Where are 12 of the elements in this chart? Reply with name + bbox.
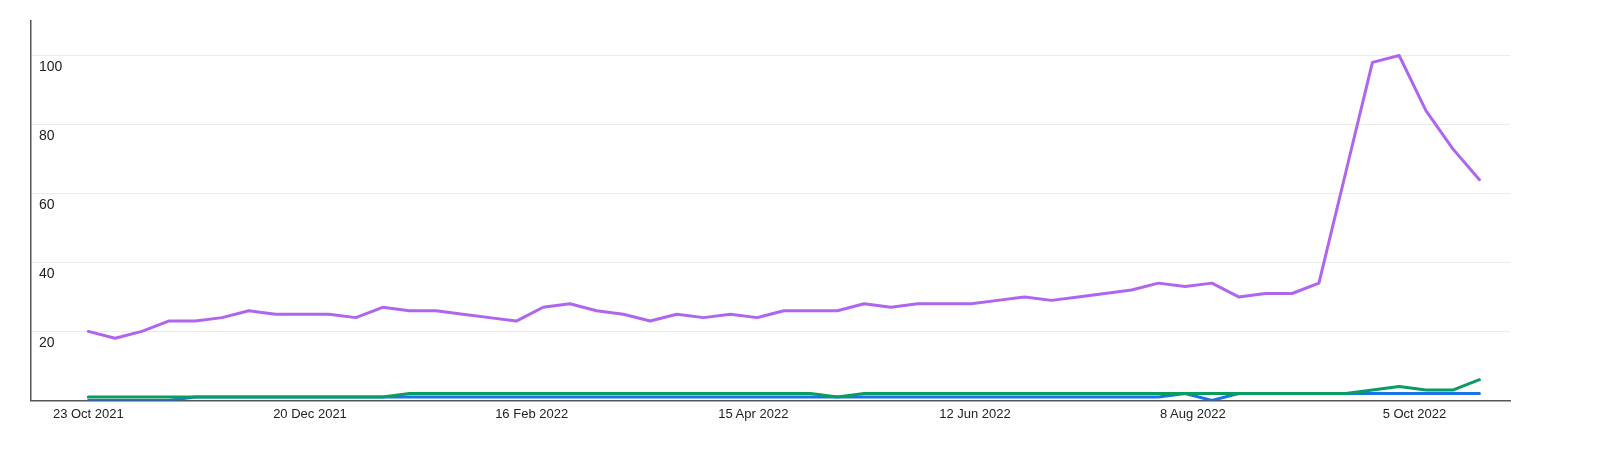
y-tick-label: 40 (39, 265, 55, 282)
x-tick-label: 5 Oct 2022 (1382, 405, 1447, 421)
y-tick-label: 100 (39, 58, 63, 75)
x-tick-label: 16 Feb 2022 (495, 405, 569, 421)
x-tick-label: 8 Aug 2022 (1159, 405, 1226, 421)
x-tick-label: 12 Jun 2022 (939, 405, 1011, 421)
y-tick-label: 60 (39, 196, 55, 213)
x-tick-label: 15 Apr 2022 (718, 405, 789, 421)
y-tick-label: 80 (39, 127, 55, 144)
x-tick-label: 23 Oct 2021 (52, 405, 124, 421)
x-tick-label: 20 Dec 2021 (273, 405, 347, 421)
y-tick-label: 20 (39, 334, 55, 351)
